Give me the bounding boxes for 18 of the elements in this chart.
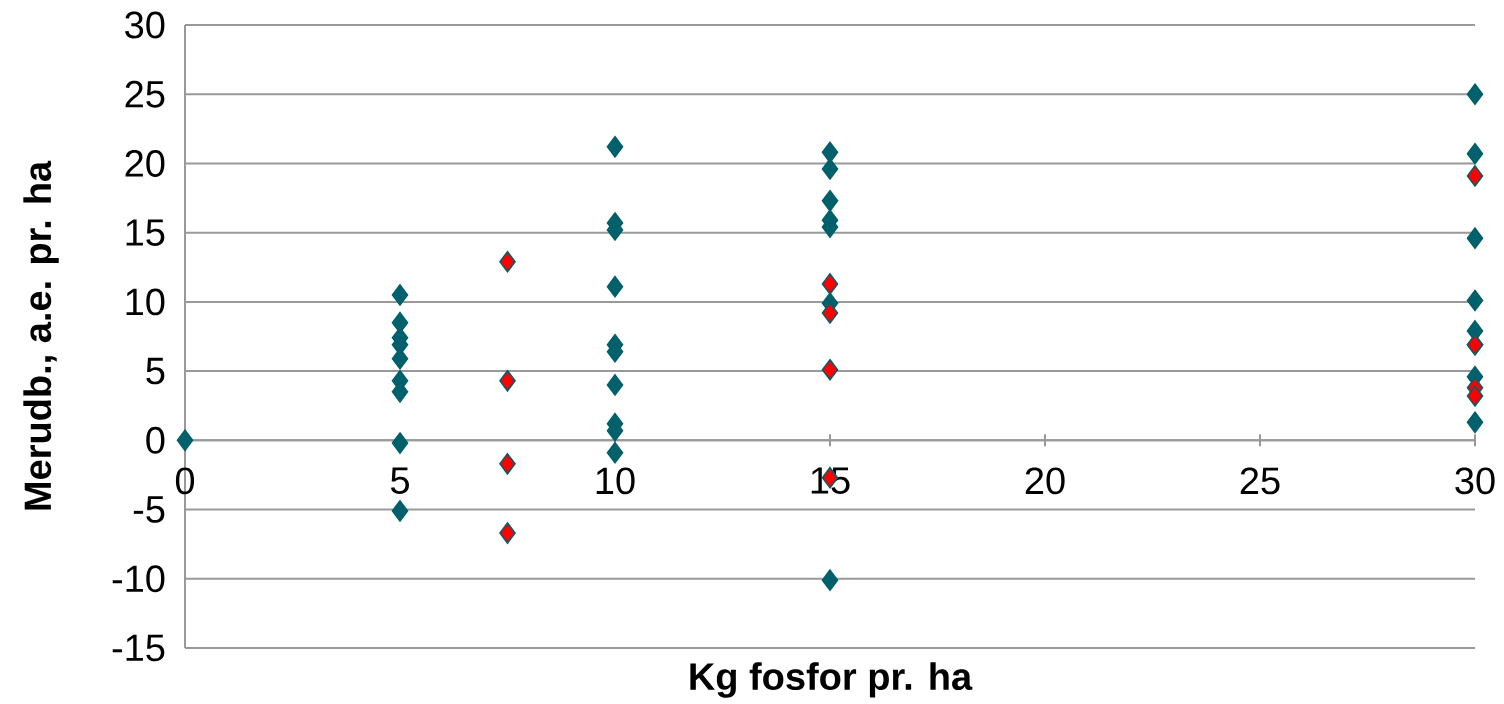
x-tick-label: 0 xyxy=(175,467,195,495)
x-tick-label: 30 xyxy=(1455,467,1495,495)
y-tick-label: 25 xyxy=(125,80,165,108)
x-tick-label: 5 xyxy=(390,467,409,494)
x-tick-label: 20 xyxy=(1025,467,1065,495)
y-tick-label: 30 xyxy=(125,11,165,39)
y-tick-label: 10 xyxy=(126,288,165,316)
y-axis-title: Merudb., a.e. pr. ha xyxy=(23,160,59,510)
x-tick-label: 10 xyxy=(596,467,635,495)
y-tick-label: -5 xyxy=(133,496,165,523)
x-tick-label: 25 xyxy=(1240,467,1280,495)
x-axis-title: Kg fosfor pr. ha xyxy=(690,662,973,698)
y-tick-label: -15 xyxy=(112,634,165,662)
y-tick-label: 5 xyxy=(146,357,165,385)
y-tick-label: -10 xyxy=(112,565,165,593)
y-tick-label: 0 xyxy=(146,426,165,454)
y-tick-label: 15 xyxy=(126,219,165,246)
y-tick-label: 20 xyxy=(125,149,165,177)
